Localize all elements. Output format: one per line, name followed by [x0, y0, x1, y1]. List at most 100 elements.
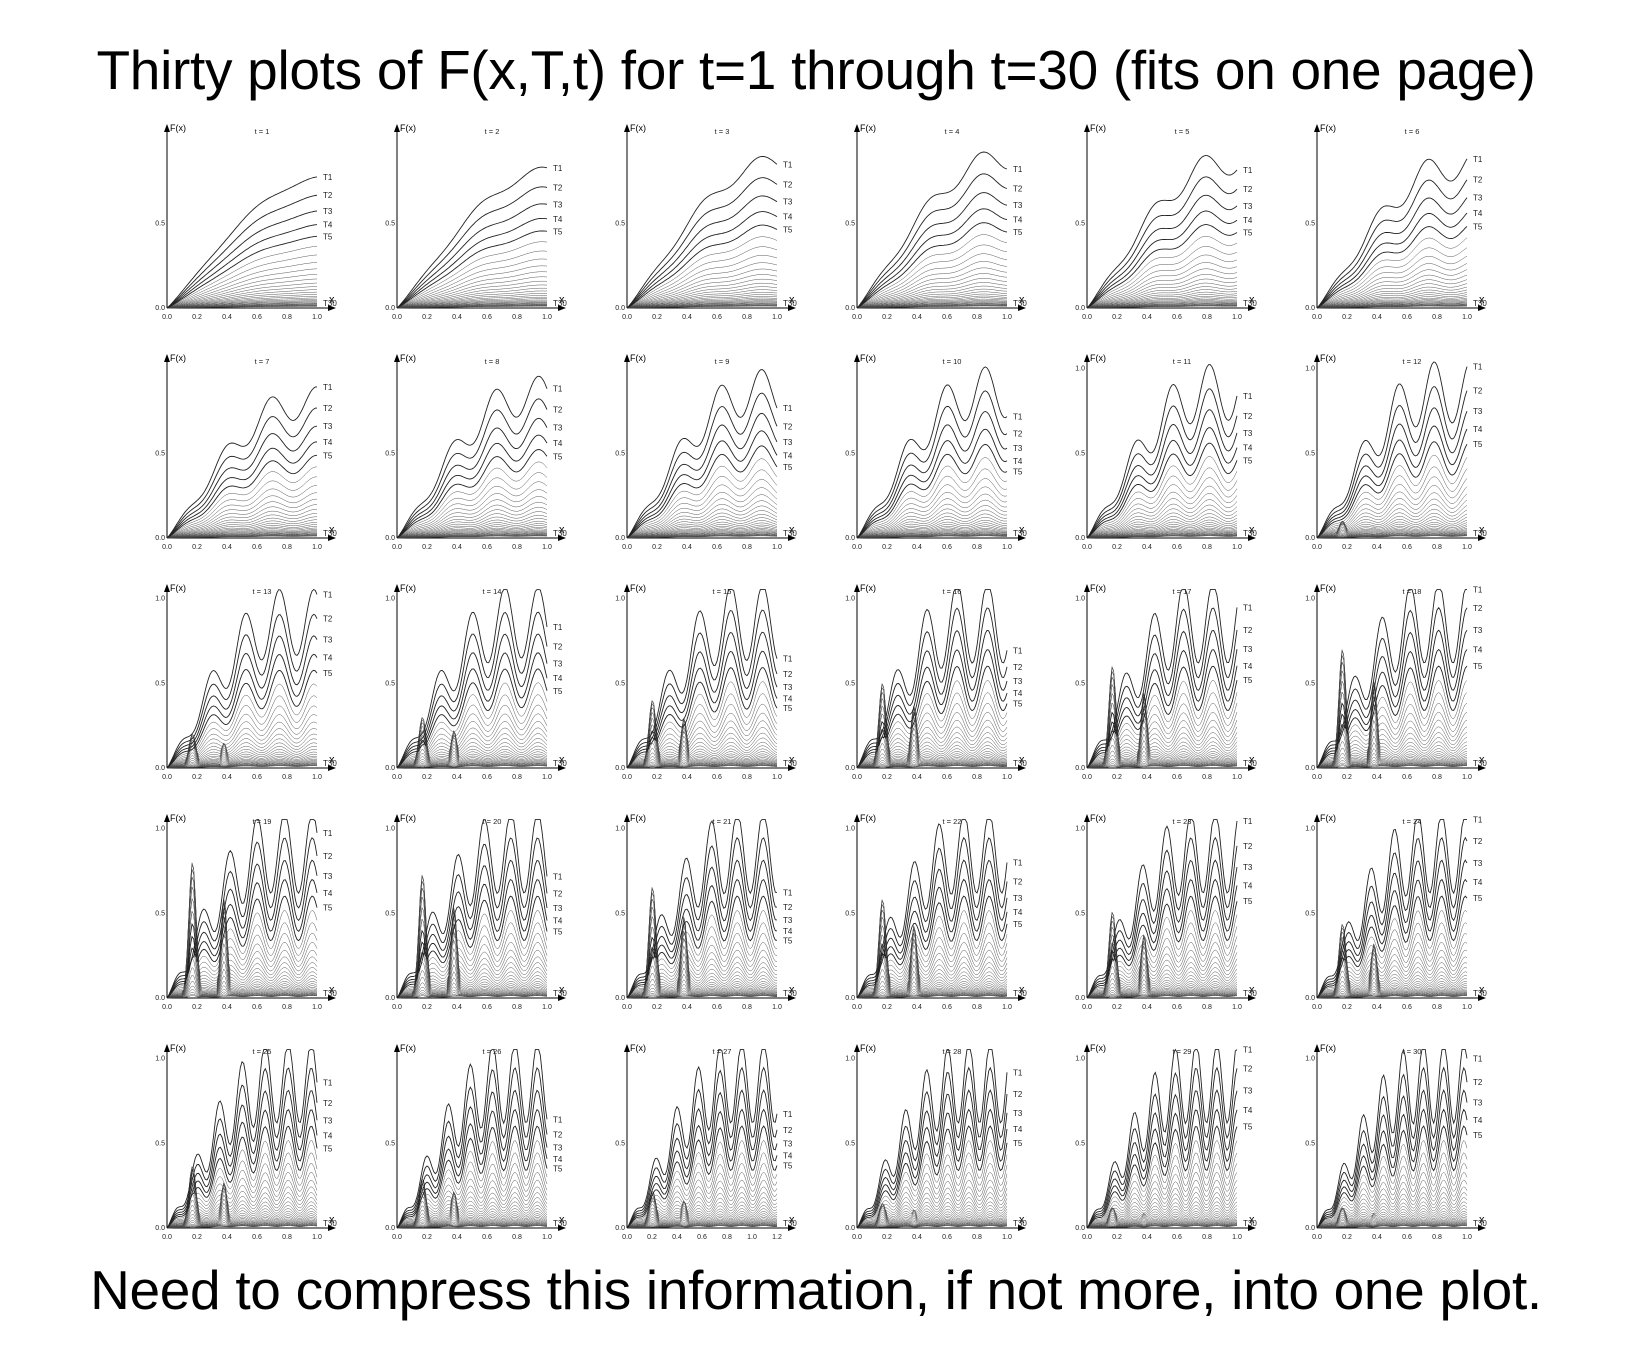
x-tick-label: 0.4	[1372, 774, 1382, 781]
curve-T21	[1316, 300, 1468, 309]
y-axis-arrow	[1314, 1044, 1320, 1052]
curve-T13	[856, 683, 1008, 769]
curve-T16	[856, 291, 1007, 309]
x-tick-label: 1.2	[772, 1234, 782, 1241]
y-tick-label: 0.0	[1075, 995, 1085, 1002]
x-tick-label: 0.4	[1372, 1234, 1382, 1241]
x-axis-arrow	[1248, 1225, 1256, 1231]
curve-T20	[396, 299, 547, 309]
curve-T24	[856, 753, 1008, 769]
curve-label-T30: T30	[553, 1219, 567, 1228]
y-axis-label: F(x)	[860, 353, 876, 363]
y-tick-label: 0.5	[1075, 450, 1085, 457]
y-axis-arrow	[624, 584, 630, 592]
y-tick-label: 0.0	[1075, 765, 1085, 772]
curve-T17	[856, 1209, 1008, 1229]
plot-svg-t7: F(x) x t = 7 0.0 0.5 0.0 0.2 0.4 0.6 0.8 1.0 T1 T2 T3…	[155, 353, 337, 551]
panel-title: t = 16	[943, 587, 962, 596]
curve-T2	[396, 1066, 548, 1229]
x-tick-label: 0.4	[1142, 1234, 1152, 1241]
curve-T3	[166, 425, 318, 539]
curve-T28	[1317, 762, 1468, 769]
curve-T2	[166, 407, 318, 539]
x-tick-label: 1.0	[312, 314, 322, 321]
plot-panel-t2: F(x) x t = 2 0.0 0.5 0.0 0.2 0.4 0.6 0.8 1.0 T1 T2 T3…	[360, 120, 570, 321]
curve-label-T2: T2	[783, 180, 793, 189]
curve-T18	[1316, 524, 1468, 539]
curve-T3	[166, 635, 318, 769]
x-axis-arrow	[558, 995, 566, 1001]
y-tick-label: 0.5	[845, 220, 855, 227]
plot-svg-t11: F(x) x t = 11 0.0 0.5 1.0 0.0 0.2 0.4 0.6 0.8 1.0 T1…	[1075, 353, 1257, 551]
curve-label-T30: T30	[1243, 759, 1257, 768]
x-tick-label: 0.8	[1202, 774, 1212, 781]
curve-T9	[166, 714, 318, 769]
curve-T15	[626, 289, 778, 309]
curve-T3	[1316, 407, 1468, 539]
x-axis-label: x	[559, 754, 565, 766]
plot-panel-t27: F(x) x t = 27 0.0 0.5 0.0 0.2 0.4 0.6 0.8 1.0 1.2 T1…	[590, 1040, 800, 1241]
curve-T8	[166, 262, 318, 309]
y-tick-label: 1.0	[1075, 596, 1085, 603]
y-tick-label: 0.5	[845, 1140, 855, 1147]
curve-T24	[626, 756, 778, 769]
curve-T4	[166, 653, 318, 769]
curve-T21	[166, 530, 317, 539]
curve-label-T4: T4	[323, 889, 333, 898]
curve-label-T5: T5	[783, 936, 793, 945]
x-tick-label: 0.6	[252, 1004, 262, 1011]
curve-T27	[626, 763, 778, 769]
curve-T26	[1086, 1223, 1238, 1229]
curve-T9	[1086, 262, 1238, 309]
x-tick-label: 0.8	[972, 1234, 982, 1241]
plot-svg-t15: F(x) x t = 15 0.0 0.5 1.0 0.0 0.2 0.4 0.6 0.8 1.0 T1…	[615, 583, 797, 781]
curve-T6	[396, 682, 548, 769]
y-axis-label: F(x)	[630, 583, 646, 593]
curve-T10	[1316, 927, 1468, 999]
curve-T2	[1316, 386, 1468, 539]
plot-panel-t30: F(x) x t = 30 0.0 0.5 1.0 0.0 0.2 0.4 0.6 0.8 1.0 T1…	[1280, 1040, 1490, 1241]
curve-T7	[396, 906, 548, 999]
curve-T2	[1086, 607, 1238, 769]
curve-T12	[166, 508, 318, 539]
curve-label-T1: T1	[553, 623, 563, 632]
x-tick-label: 0.8	[742, 544, 752, 551]
curve-T13	[626, 510, 778, 539]
curve-T25	[1086, 1222, 1238, 1229]
curve-T9	[166, 876, 318, 999]
y-axis-arrow	[1084, 814, 1090, 822]
curve-T1	[1316, 1048, 1468, 1229]
curve-T6	[626, 681, 778, 769]
curve-label-T1: T1	[553, 1115, 563, 1124]
curve-T1	[856, 151, 1008, 309]
curve-label-T4: T4	[783, 213, 793, 222]
x-tick-label: 0.0	[162, 1234, 172, 1241]
curve-label-T30: T30	[783, 989, 797, 998]
curve-T11	[1086, 1186, 1238, 1229]
curve-T26	[626, 761, 778, 769]
panel-title: t = 26	[483, 1047, 502, 1056]
curve-T8	[626, 255, 778, 309]
curve-T5	[1086, 895, 1238, 999]
curve-T3	[626, 1089, 778, 1229]
curve-label-T3: T3	[1243, 429, 1253, 438]
plot-panel-t15: F(x) x t = 15 0.0 0.5 1.0 0.0 0.2 0.4 0.6 0.8 1.0 T1…	[590, 580, 800, 781]
x-tick-label: 0.0	[392, 1004, 402, 1011]
curve-T8	[1086, 683, 1238, 769]
curve-T20	[626, 1211, 778, 1229]
curve-label-T5: T5	[1243, 456, 1253, 465]
plot-panel-t18: F(x) x t = 18 0.0 0.5 1.0 0.0 0.2 0.4 0.6 0.8 1.0 T1…	[1280, 580, 1490, 781]
plot-svg-t1: F(x) x t = 1 0.0 0.5 0.0 0.2 0.4 0.6 0.8 1.0 T1 T2 T3…	[155, 123, 337, 321]
curve-T10	[1086, 915, 1238, 999]
y-tick-label: 0.5	[1305, 220, 1315, 227]
curve-label-T3: T3	[553, 424, 563, 433]
curve-label-T1: T1	[1243, 1046, 1253, 1055]
x-axis-arrow	[1018, 765, 1026, 771]
curve-T6	[1316, 909, 1468, 999]
curve-T18	[626, 524, 778, 539]
curve-T20	[1316, 299, 1468, 309]
curve-label-T4: T4	[1473, 1116, 1483, 1125]
curve-label-T1: T1	[553, 872, 563, 881]
curve-T23	[396, 756, 548, 769]
plot-svg-t22: F(x) x t = 22 0.0 0.5 1.0 0.0 0.2 0.4 0.6 0.8 1.0 T1…	[845, 813, 1027, 1011]
